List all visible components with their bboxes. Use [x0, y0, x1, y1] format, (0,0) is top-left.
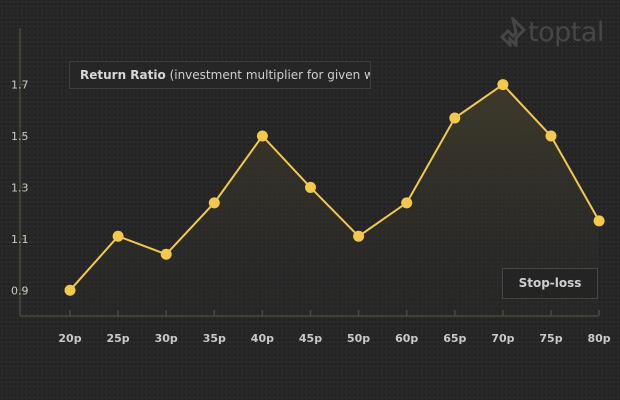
axes [19, 28, 600, 317]
x-tick-label: 20p [58, 332, 81, 345]
x-tick-label: 75p [539, 332, 562, 345]
y-tick-label: 1.1 [11, 233, 29, 246]
data-point [401, 197, 413, 209]
tick-labels: 0.9 1.1 1.3 1.5 1.7 20p 25p 30p 35p 40p 45p 50p 60p 6… [11, 79, 611, 345]
x-tick-label: 80p [588, 332, 611, 345]
series-area [70, 84, 600, 316]
x-tick-label: 65p [443, 332, 466, 345]
y-tick-label: 1.5 [11, 130, 29, 143]
data-point [112, 230, 124, 242]
x-tick-label: 45p [299, 332, 322, 345]
toptal-wordmark: toptal [528, 16, 604, 48]
data-point [449, 112, 461, 124]
data-point [545, 130, 557, 142]
y-tick-label: 1.7 [11, 79, 29, 92]
data-point [256, 130, 268, 142]
data-point [497, 79, 509, 91]
series-line-layer [69, 83, 600, 291]
data-point [160, 248, 172, 260]
x-tick-label: 30p [155, 332, 178, 345]
stop-loss-label-box: Stop-loss [502, 268, 598, 299]
data-point [593, 215, 605, 227]
x-tick-label: 35p [203, 332, 226, 345]
data-point [208, 197, 220, 209]
y-tick-label: 0.9 [11, 284, 29, 297]
chart-title: Return Ratio [80, 68, 166, 82]
x-tick-label: 50p [347, 332, 370, 345]
area-layer [70, 84, 600, 316]
x-tick-label: 70p [491, 332, 514, 345]
series-line [69, 83, 600, 291]
stop-loss-label: Stop-loss [518, 276, 582, 290]
chart-subtitle: (investment multiplier for given window) [169, 68, 370, 82]
chart-title-box: Return Ratio (investment multiplier for … [69, 61, 371, 89]
x-tick-label: 60p [395, 332, 418, 345]
toptal-logo-icon [500, 17, 526, 47]
y-tick-label: 1.3 [11, 181, 29, 194]
data-point [353, 230, 365, 242]
data-points [64, 79, 605, 296]
data-point [305, 181, 316, 193]
toptal-logo: toptal [500, 14, 604, 50]
data-point [64, 284, 76, 296]
x-tick-label: 40p [251, 332, 274, 345]
x-tick-label: 25p [107, 332, 130, 345]
